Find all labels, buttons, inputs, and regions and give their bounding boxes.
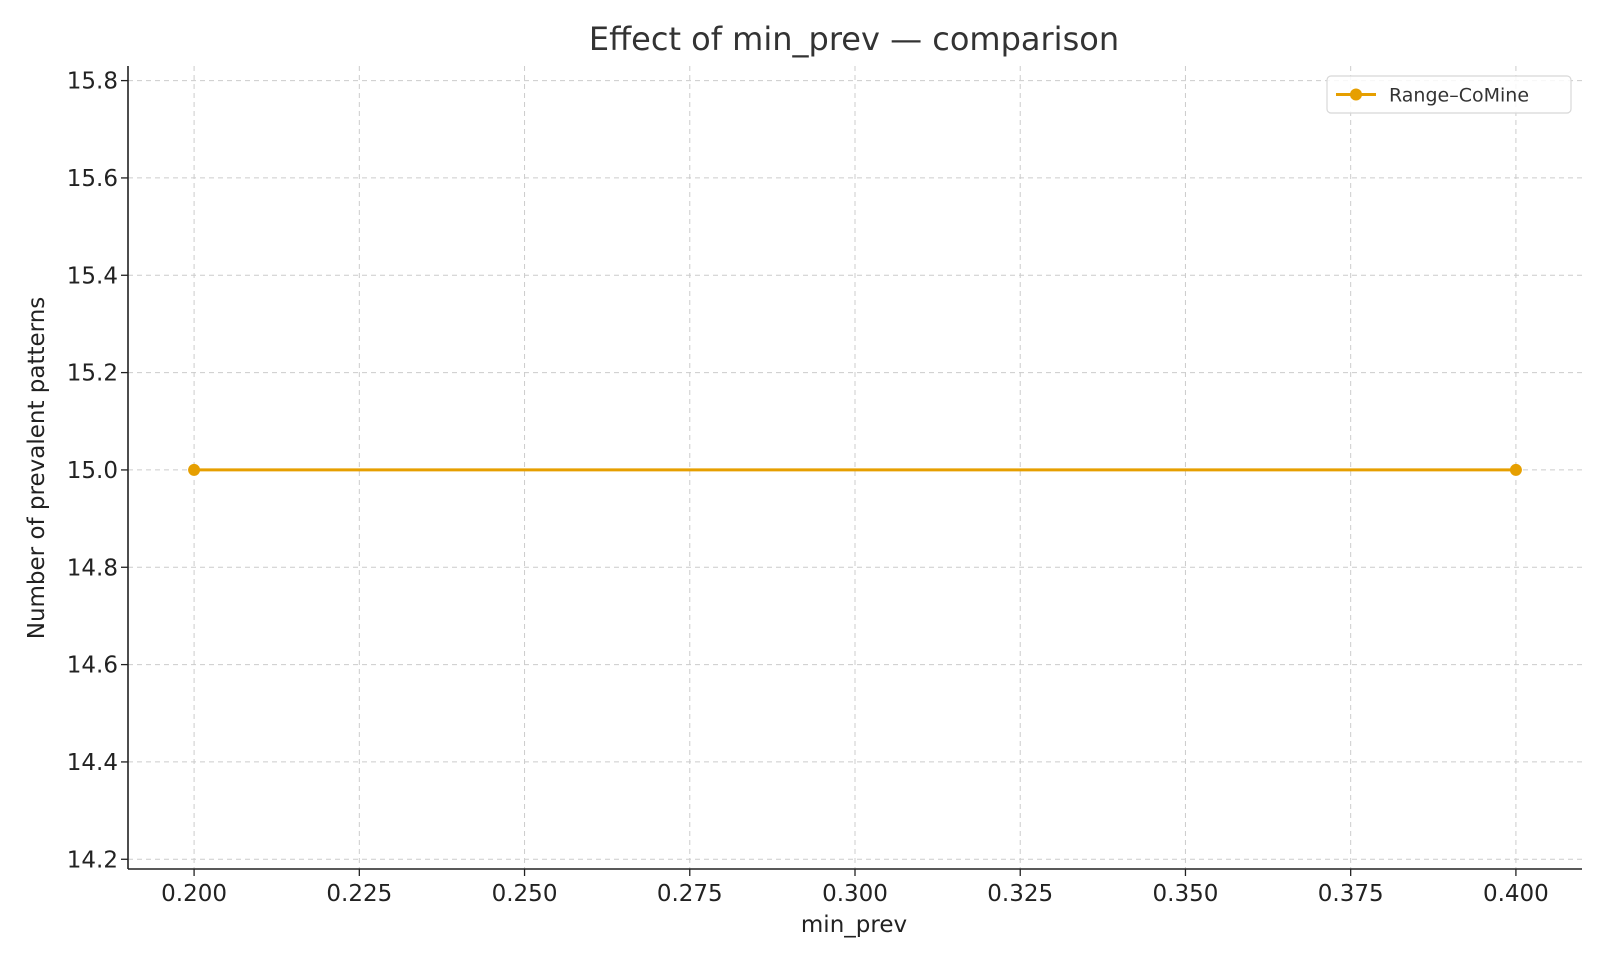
x-tick-label: 0.400 bbox=[1483, 881, 1549, 907]
y-tick-label: 14.6 bbox=[67, 653, 118, 679]
y-tick-label: 14.8 bbox=[67, 555, 118, 581]
series-layer bbox=[188, 463, 1522, 476]
x-tick-label: 0.250 bbox=[492, 881, 558, 907]
y-axis-label: Number of prevalent patterns bbox=[24, 297, 50, 640]
y-tick-label: 14.2 bbox=[67, 847, 118, 873]
y-tick-label: 15.4 bbox=[67, 263, 118, 289]
data-point bbox=[188, 463, 201, 476]
y-tick-label: 15.2 bbox=[67, 361, 118, 387]
legend-swatch-marker bbox=[1350, 88, 1362, 101]
x-tick-label: 0.350 bbox=[1153, 881, 1219, 907]
legend: Range–CoMine bbox=[1326, 75, 1572, 114]
y-tick-label: 15.0 bbox=[67, 458, 118, 484]
data-point bbox=[1509, 463, 1522, 476]
y-tick-label: 15.8 bbox=[67, 69, 118, 95]
y-tick-label: 14.4 bbox=[67, 750, 118, 776]
x-tick-label: 0.325 bbox=[987, 881, 1053, 907]
x-tick-label: 0.375 bbox=[1318, 881, 1384, 907]
x-tick-label: 0.200 bbox=[161, 881, 227, 907]
x-tick-label: 0.225 bbox=[326, 881, 392, 907]
legend-label: Range–CoMine bbox=[1389, 85, 1529, 107]
chart-title: Effect of min_prev — comparison bbox=[589, 20, 1119, 58]
legend-box bbox=[1326, 75, 1572, 114]
grid bbox=[128, 66, 1582, 869]
x-axis-ticks: 0.200 0.225 0.250 0.275 0.300 0.325 0.350 0.375… bbox=[161, 869, 1549, 907]
y-tick-label: 15.6 bbox=[67, 166, 118, 192]
x-axis-label: min_prev bbox=[801, 912, 907, 938]
x-tick-label: 0.275 bbox=[657, 881, 723, 907]
x-tick-label: 0.300 bbox=[822, 881, 888, 907]
y-axis-ticks: 14.2 14.4 14.6 14.8 15.0 15.2 15.4 15.6 15.8 bbox=[67, 69, 128, 873]
